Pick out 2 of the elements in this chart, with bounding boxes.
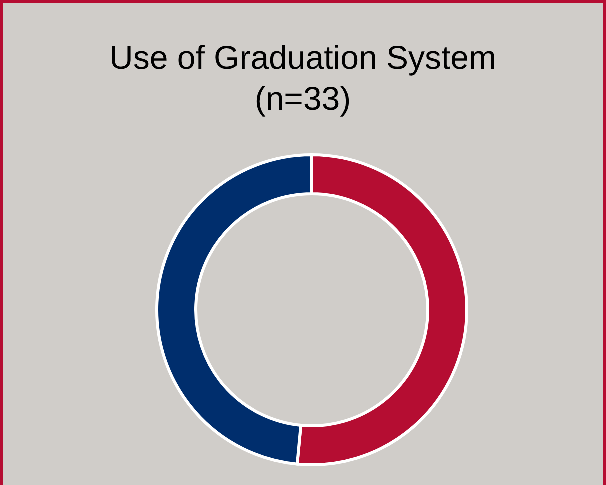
chart-title: Use of Graduation System	[109, 39, 497, 76]
chart-subtitle: (n=33)	[254, 80, 352, 117]
